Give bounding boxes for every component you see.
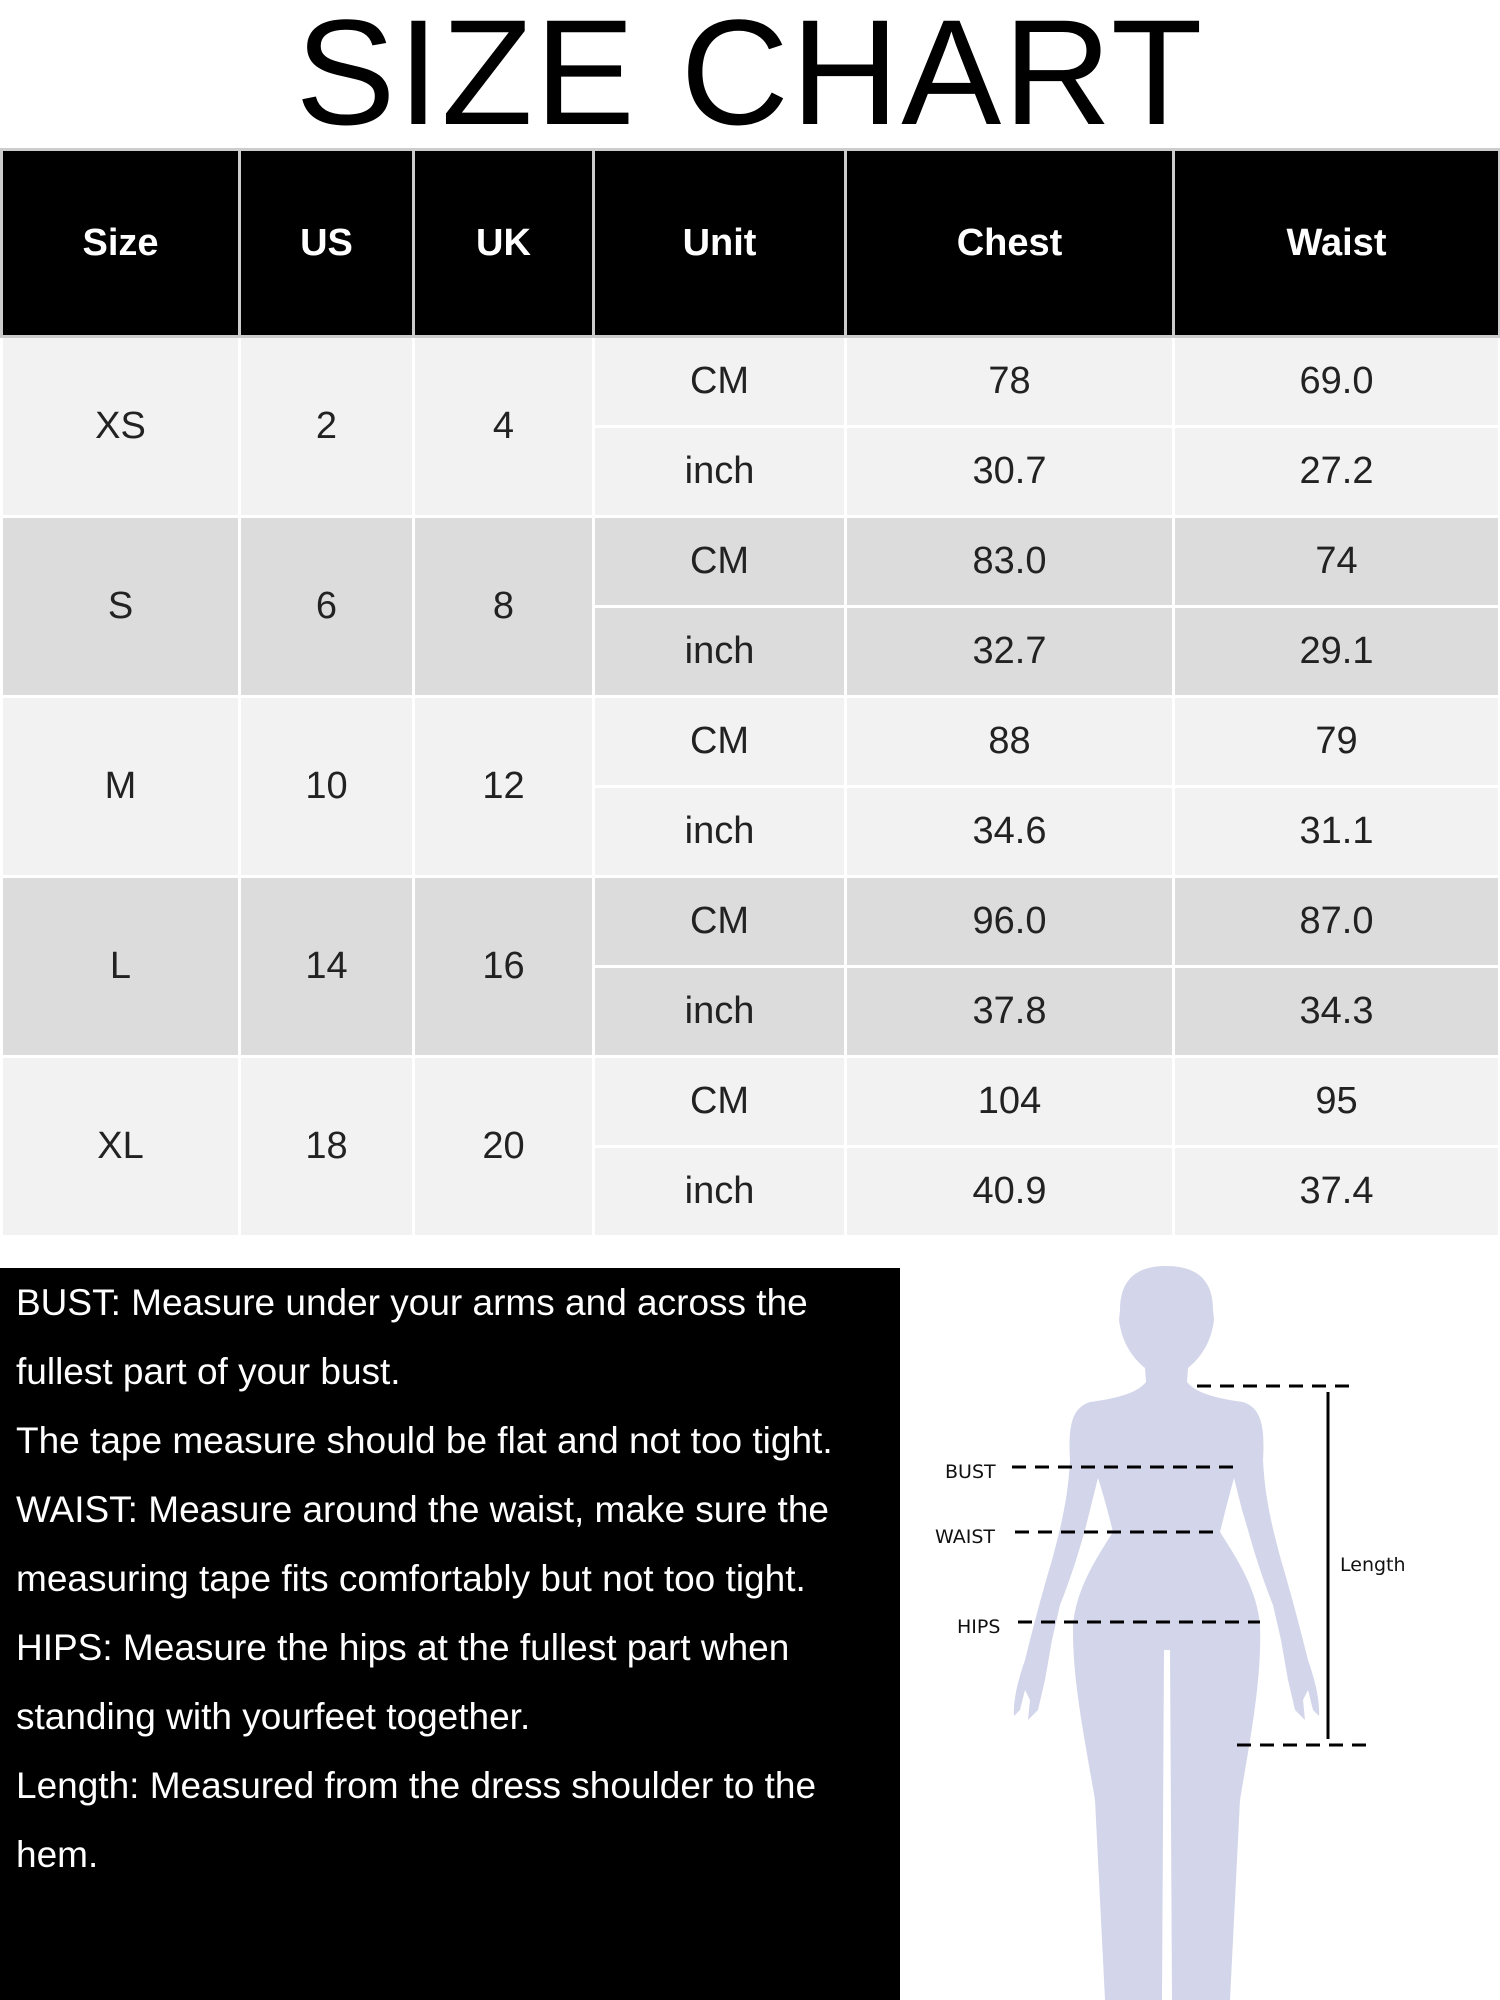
unit-cell: CM: [592, 1055, 847, 1148]
size-row-cm: L 14 16 CM 96.0 87.0: [0, 875, 1500, 1058]
us-cell: 14: [238, 875, 415, 1058]
unit-cell: inch: [592, 1145, 847, 1238]
note-hips: HIPS: Measure the hips at the fullest pa…: [16, 1627, 790, 1737]
uk-cell: 8: [412, 515, 595, 698]
size-row-cm: S 6 8 CM 83.0 74: [0, 515, 1500, 698]
us-cell: 18: [238, 1055, 415, 1238]
waist-cell: 87.0: [1172, 875, 1500, 968]
chest-cell: 34.6: [844, 785, 1175, 878]
header-us: US: [238, 148, 415, 338]
page-title: SIZE CHART: [295, 0, 1205, 156]
uk-cell: 16: [412, 875, 595, 1058]
waist-cell: 74: [1172, 515, 1500, 608]
chest-cell: 40.9: [844, 1145, 1175, 1238]
unit-cell: inch: [592, 785, 847, 878]
unit-cell: CM: [592, 875, 847, 968]
unit-cell: CM: [592, 335, 847, 428]
waist-cell: 95: [1172, 1055, 1500, 1148]
size-cell: L: [0, 875, 241, 1058]
unit-cell: CM: [592, 515, 847, 608]
size-table: Size US UK Unit Chest Waist XS 2 4 CM 78…: [0, 148, 1500, 1238]
unit-cell: CM: [592, 695, 847, 788]
chest-cell: 37.8: [844, 965, 1175, 1058]
waist-cell: 29.1: [1172, 605, 1500, 698]
bust-label: BUST: [945, 1461, 996, 1483]
size-cell: S: [0, 515, 241, 698]
size-row-cm: M 10 12 CM 88 79: [0, 695, 1500, 878]
uk-cell: 12: [412, 695, 595, 878]
header-size: Size: [0, 148, 241, 338]
chest-cell: 30.7: [844, 425, 1175, 518]
note-tape: The tape measure should be flat and not …: [16, 1420, 833, 1461]
size-row-inch: inch 30.7 27.2: [2, 425, 1500, 518]
size-row-cm: XL 18 20 CM 104 95: [0, 1055, 1500, 1238]
measurement-notes: BUST: Measure under your arms and across…: [0, 1268, 900, 2000]
us-cell: 6: [238, 515, 415, 698]
header-uk: UK: [412, 148, 595, 338]
hips-label: HIPS: [957, 1616, 1000, 1638]
header-chest: Chest: [844, 148, 1175, 338]
size-cell: M: [0, 695, 241, 878]
chest-cell: 32.7: [844, 605, 1175, 698]
note-waist: WAIST: Measure around the waist, make su…: [16, 1489, 829, 1599]
note-length: Length: Measured from the dress shoulder…: [16, 1765, 817, 1875]
body-measurement-figure: BUST WAIST HIPS Length: [935, 1266, 1406, 2000]
size-row-cm: XS 2 4 CM 78 69.0: [0, 335, 1500, 518]
waist-cell: 37.4: [1172, 1145, 1500, 1238]
note-bust: BUST: Measure under your arms and across…: [16, 1282, 808, 1392]
uk-cell: 20: [412, 1055, 595, 1238]
waist-cell: 34.3: [1172, 965, 1500, 1058]
header-row: Size US UK Unit Chest Waist: [0, 148, 1500, 338]
size-cell: XL: [0, 1055, 241, 1238]
size-row-inch: inch 32.7 29.1: [2, 605, 1500, 698]
chest-cell: 104: [844, 1055, 1175, 1148]
size-row-inch: inch 40.9 37.4: [2, 1145, 1500, 1238]
us-cell: 2: [238, 335, 415, 518]
waist-cell: 69.0: [1172, 335, 1500, 428]
body-silhouette: [1013, 1266, 1320, 2000]
waist-cell: 31.1: [1172, 785, 1500, 878]
waist-cell: 79: [1172, 695, 1500, 788]
length-label: Length: [1340, 1554, 1406, 1576]
size-cell: XS: [0, 335, 241, 518]
size-row-inch: inch 37.8 34.3: [2, 965, 1500, 1058]
us-cell: 10: [238, 695, 415, 878]
size-row-inch: inch 34.6 31.1: [2, 785, 1500, 878]
chest-cell: 78: [844, 335, 1175, 428]
waist-cell: 27.2: [1172, 425, 1500, 518]
chest-cell: 83.0: [844, 515, 1175, 608]
unit-cell: inch: [592, 425, 847, 518]
unit-cell: inch: [592, 965, 847, 1058]
unit-cell: inch: [592, 605, 847, 698]
chest-cell: 96.0: [844, 875, 1175, 968]
header-unit: Unit: [592, 148, 847, 338]
header-waist: Waist: [1172, 148, 1500, 338]
chest-cell: 88: [844, 695, 1175, 788]
uk-cell: 4: [412, 335, 595, 518]
waist-label: WAIST: [935, 1526, 995, 1548]
